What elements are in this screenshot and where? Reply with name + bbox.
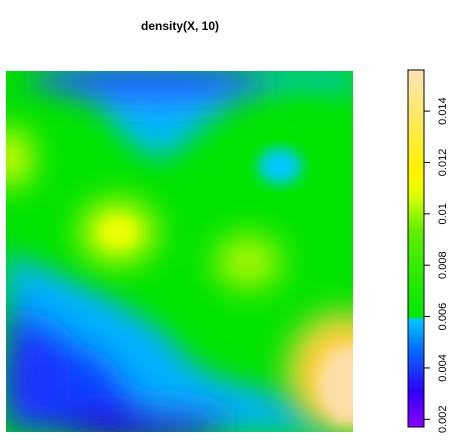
colorbar-tick-label: 0.002: [437, 406, 449, 434]
colorbar-tick-label: 0.014: [437, 97, 449, 125]
colorbar: 0.002 0.004 0.006 0.008 0.01 0.012 0.014: [407, 69, 449, 434]
colorbar-tick-label: 0.006: [437, 303, 449, 331]
colorbar-tick-label: 0.01: [437, 203, 449, 224]
colorbar-tick-label: 0.004: [437, 354, 449, 382]
colorbar-tick-label: 0.012: [437, 149, 449, 177]
density-image: [6, 71, 353, 432]
chart-title: density(X, 10): [140, 19, 220, 33]
colorbar-tick-label: 0.008: [437, 251, 449, 279]
